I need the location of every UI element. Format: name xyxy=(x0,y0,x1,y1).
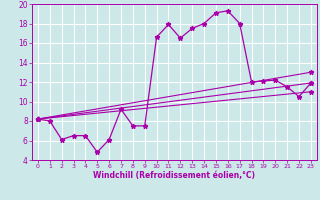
X-axis label: Windchill (Refroidissement éolien,°C): Windchill (Refroidissement éolien,°C) xyxy=(93,171,255,180)
